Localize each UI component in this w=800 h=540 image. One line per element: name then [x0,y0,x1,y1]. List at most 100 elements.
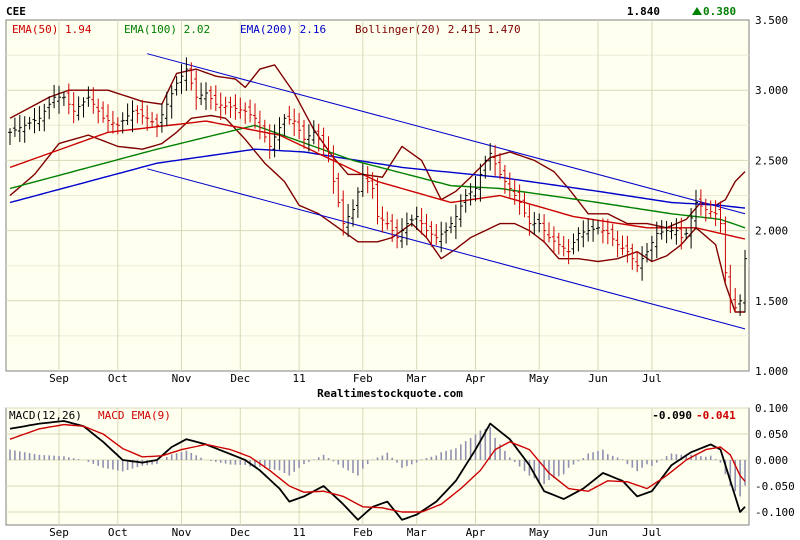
macd-line [9,420,746,521]
price-bar [674,218,679,245]
price-bar [669,222,674,240]
price-bar [620,235,625,256]
price-x-tick: 11 [292,372,305,385]
price-bar [184,57,189,91]
price-bar [32,108,37,134]
price-bar [169,85,174,119]
price-bar [101,101,106,123]
macd-title: MACD(12,26) [9,409,82,422]
price-bar [698,189,703,216]
price-bar [248,99,253,123]
channel-lower-line [147,168,746,330]
price-bar [654,221,659,259]
price-bar [223,96,228,115]
price-bar [22,116,27,143]
price-bar [360,163,365,197]
price-bar [272,124,277,158]
price-bar [605,219,610,245]
price-bar [659,220,664,240]
price-bar [625,235,630,263]
price-change: 0.380 [703,5,736,18]
price-y-tick: 3.500 [755,14,788,27]
price-bar [145,105,150,131]
macd-x-tick: Sep [49,526,69,539]
price-bar [17,115,22,142]
price-bar [576,227,581,252]
price-bar [110,110,115,134]
price-bar [194,70,199,110]
credit-label: Realtimestockquote.com [317,387,463,400]
price-bar [52,84,57,109]
price-bar [8,128,12,145]
price-bar [600,218,605,244]
legend-ema100: EMA(100) 2.02 [124,23,210,36]
price-y-tick: 3.000 [755,84,788,97]
price-bar [164,91,169,127]
price-bar [684,228,689,240]
price-bar [703,198,708,222]
price-x-tick: Nov [172,372,192,385]
price-bar [610,223,615,247]
price-bar [596,219,600,235]
price-bar [537,213,542,233]
price-bar [228,96,233,118]
macd-x-tick: Jun [588,526,608,539]
price-bar [561,235,566,257]
price-bar [718,201,723,233]
price-bar [331,145,336,194]
price-bar [424,213,429,238]
price-bar [125,103,130,126]
macd-x-tick: 11 [292,526,305,539]
price-x-tick: Feb [353,372,373,385]
price-y-axis: 3.500 3.000 2.500 2.000 1.500 1.000 [755,14,788,378]
price-bar [365,166,370,194]
price-bar [47,96,52,120]
price-bar [449,216,453,234]
price-bar [370,172,375,199]
price-bar [527,204,532,236]
price-bar [321,127,326,156]
price-bar [135,105,140,124]
price-bar [42,103,47,132]
macd-grid [6,407,749,525]
price-bar [713,200,718,227]
price-bar [262,119,267,143]
macd-signal-line [9,423,746,513]
ema100-line [9,124,746,229]
legend-ema200: EMA(200) 2.16 [240,23,326,36]
price-bar [478,163,483,202]
price-bar [355,187,360,218]
price-bar [351,199,355,227]
price-x-tick: Apr [466,372,486,385]
price-bar [591,219,596,242]
price-bar [400,218,404,249]
price-bar [512,179,517,205]
macd-signal-value: -0.041 [696,409,736,422]
price-bar [375,177,380,225]
price-bar [532,212,537,235]
price-bar [439,221,444,253]
price-bar [257,110,262,140]
up-arrow-icon [692,7,702,15]
price-bar [336,172,341,208]
price-bar [297,113,302,139]
price-bar [130,100,135,133]
price-bar [640,246,645,281]
price-bar [645,243,649,263]
price-bar [243,102,248,124]
price-bar [507,172,512,198]
price-bar [287,105,292,125]
price-bar [429,221,434,247]
price-x-tick: Jul [642,372,662,385]
price-y-tick: 2.500 [755,154,788,167]
price-bar [664,220,669,244]
price-bar [140,99,145,125]
macd-y-tick: -0.100 [755,506,795,519]
price-bar [615,230,620,258]
price-bar [150,111,155,128]
price-bar [37,106,42,132]
price-bar [71,92,76,124]
price-bar [159,103,164,133]
price-bar [743,249,747,313]
price-bar [708,200,713,219]
